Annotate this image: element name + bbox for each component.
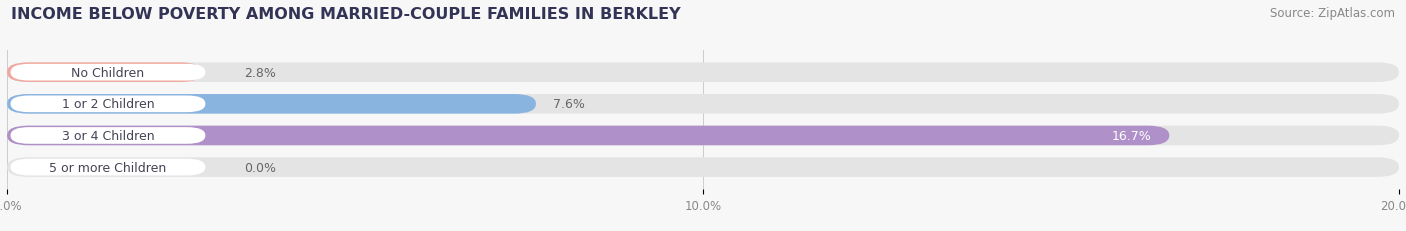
FancyBboxPatch shape xyxy=(7,95,1399,114)
Text: 16.7%: 16.7% xyxy=(1112,129,1152,142)
FancyBboxPatch shape xyxy=(7,126,1399,146)
FancyBboxPatch shape xyxy=(7,95,536,114)
Text: No Children: No Children xyxy=(72,66,145,79)
FancyBboxPatch shape xyxy=(10,65,205,81)
Text: 0.0%: 0.0% xyxy=(243,161,276,174)
FancyBboxPatch shape xyxy=(7,158,1399,177)
FancyBboxPatch shape xyxy=(10,96,205,113)
Text: 5 or more Children: 5 or more Children xyxy=(49,161,166,174)
Text: 1 or 2 Children: 1 or 2 Children xyxy=(62,98,155,111)
Text: Source: ZipAtlas.com: Source: ZipAtlas.com xyxy=(1270,7,1395,20)
Text: 2.8%: 2.8% xyxy=(243,66,276,79)
FancyBboxPatch shape xyxy=(7,126,1170,146)
Text: 7.6%: 7.6% xyxy=(554,98,585,111)
FancyBboxPatch shape xyxy=(7,63,202,83)
Text: 3 or 4 Children: 3 or 4 Children xyxy=(62,129,155,142)
FancyBboxPatch shape xyxy=(7,63,1399,83)
Text: INCOME BELOW POVERTY AMONG MARRIED-COUPLE FAMILIES IN BERKLEY: INCOME BELOW POVERTY AMONG MARRIED-COUPL… xyxy=(11,7,681,22)
FancyBboxPatch shape xyxy=(10,159,205,176)
FancyBboxPatch shape xyxy=(10,128,205,144)
